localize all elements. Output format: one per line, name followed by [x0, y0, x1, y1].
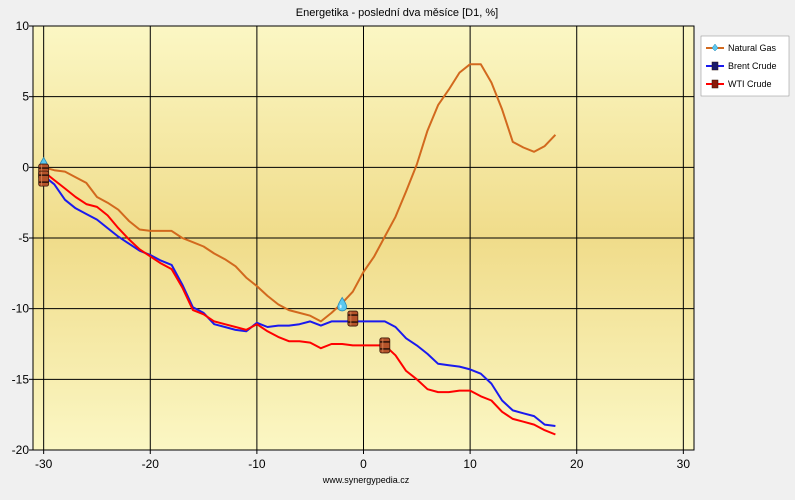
y-tick-label: 0	[22, 160, 29, 174]
barrel-icon	[711, 61, 719, 71]
barrel-icon	[711, 79, 719, 89]
y-tick-label: -5	[18, 231, 29, 245]
legend-label-wti-crude: WTI Crude	[728, 79, 772, 89]
y-tick-label: -15	[12, 372, 30, 386]
legend-label-natural-gas: Natural Gas	[728, 43, 777, 53]
legend: Natural Gas Brent Crude WTI Crude	[700, 35, 790, 97]
barrel-icon	[347, 310, 359, 327]
x-axis-ticks: -30 -20 -10 0 10 20 30	[35, 450, 690, 471]
y-tick-label: -10	[12, 302, 30, 316]
series-line-wti-crude	[43, 170, 556, 436]
barrel-icon	[37, 170, 50, 187]
chart-title: Energetika - poslední dva měsíce [D1, %]	[296, 7, 498, 19]
x-tick-label: -30	[35, 457, 53, 471]
series-line-natural-gas	[43, 63, 557, 323]
series-lines	[43, 63, 557, 436]
source-label: www.synergypedia.cz	[322, 475, 410, 485]
barrel-icon	[379, 337, 391, 354]
x-tick-label: 0	[360, 457, 367, 471]
x-tick-label: 30	[677, 457, 691, 471]
y-tick-label: 10	[16, 19, 30, 33]
x-tick-label: 20	[570, 457, 584, 471]
x-tick-label: -10	[248, 457, 266, 471]
legend-label-brent-crude: Brent Crude	[728, 61, 777, 71]
droplet-icon	[711, 43, 719, 52]
x-tick-label: -20	[142, 457, 160, 471]
y-tick-label: -20	[12, 443, 30, 457]
y-axis-ticks: 10 5 0 -5 -10 -15 -20	[12, 19, 33, 457]
grid-lines	[33, 25, 694, 451]
x-tick-label: 10	[463, 457, 477, 471]
series-line-brent-crude	[43, 175, 556, 427]
y-tick-label: 5	[22, 90, 29, 104]
